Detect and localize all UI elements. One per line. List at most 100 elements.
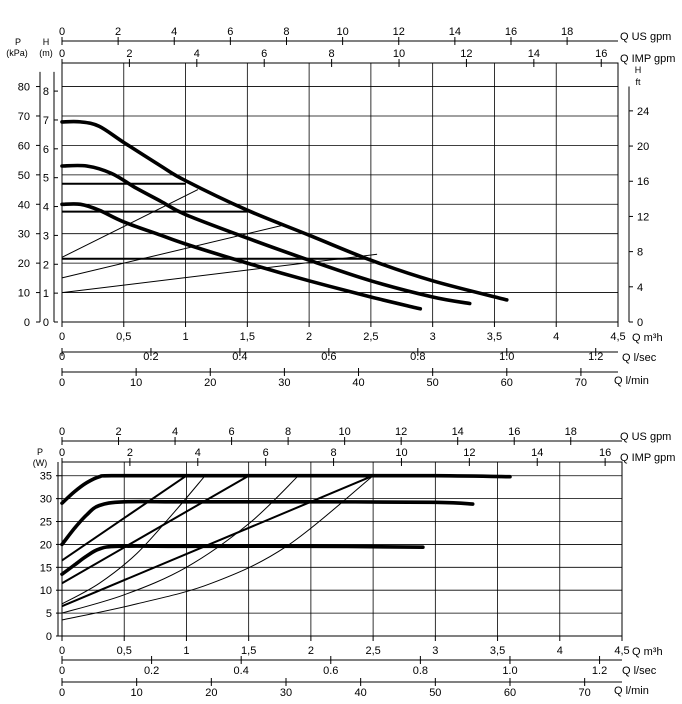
tick-label-q-m3h: 4,5: [610, 331, 625, 343]
axis-label-imp-gpm: Q IMP gpm: [620, 53, 675, 65]
tick-label-h-ft: 12: [637, 211, 649, 223]
tick-label-p-w: 30: [40, 494, 52, 506]
tick-label-q-m3h: 0,5: [117, 645, 132, 657]
tick-label-q-m3h: 2,5: [363, 331, 378, 343]
tick-label-q-m3h: 4: [553, 331, 559, 343]
axis-label-kpa-unit: (kPa): [6, 48, 28, 58]
tick-label-q_usgpm: 12: [393, 26, 405, 38]
tick-label-q-ls: 0.8: [410, 351, 425, 363]
tick-label-q-lmin: 60: [501, 377, 513, 389]
tick-label-q_impgpm: 8: [331, 447, 337, 459]
tick-label-q-ls: 1.0: [502, 665, 517, 677]
tick-label-q-m3h: 1,5: [241, 645, 256, 657]
pump-curve: [60, 119, 509, 302]
tick-label-q_impgpm: 10: [395, 447, 407, 459]
tick-label-q_usgpm: 10: [336, 26, 348, 38]
tick-label-q-lmin: 60: [504, 687, 516, 699]
tick-label-q-ls: 0.2: [144, 665, 159, 677]
tick-label-q-lmin: 10: [130, 377, 142, 389]
tick-label-q-ls: 0: [59, 665, 65, 677]
tick-label-q_usgpm: 6: [229, 426, 235, 438]
tick-label-h-ft: 24: [637, 106, 649, 118]
tick-label-q_usgpm: 14: [452, 426, 464, 438]
tick-label-h-m: 7: [43, 115, 49, 127]
tick-label-h-ft: 20: [637, 141, 649, 153]
tick-label-q_usgpm: 4: [171, 26, 177, 38]
axis-label-q-ls: Q l/sec: [622, 665, 657, 677]
tick-label-q-m3h: 4,5: [614, 645, 629, 657]
tick-label-h-ft: 0: [637, 317, 643, 329]
tick-label-p-kpa: 80: [18, 82, 30, 94]
tick-label-q_usgpm: 10: [339, 426, 351, 438]
tick-label-h-m: 0: [43, 317, 49, 329]
tick-label-q_impgpm: 4: [195, 447, 201, 459]
tick-label-q-m3h: 1: [183, 645, 189, 657]
constant-pressure-line: [61, 474, 250, 585]
axis-label-w-unit: (W): [33, 458, 48, 468]
tick-label-p-w: 10: [40, 585, 52, 597]
tick-label-q_impgpm: 8: [329, 48, 335, 60]
system-curve: [61, 475, 374, 621]
tick-label-q-ls: 0.6: [321, 351, 336, 363]
tick-label-q-ls: 1.2: [592, 665, 607, 677]
axis-label-h-ft: H: [635, 65, 642, 75]
tick-label-q-lmin: 0: [59, 687, 65, 699]
tick-label-p-kpa: 10: [18, 288, 30, 300]
tick-label-p-w: 0: [46, 631, 52, 643]
tick-label-p-kpa: 30: [18, 229, 30, 241]
system-curve: [61, 253, 378, 294]
tick-label-p-w: 5: [46, 608, 52, 620]
tick-label-q-lmin: 50: [427, 377, 439, 389]
tick-label-q-m3h: 3: [432, 645, 438, 657]
axis-label-q-lmin: Q l/min: [614, 685, 649, 697]
tick-label-q_usgpm: 14: [449, 26, 461, 38]
tick-label-q-m3h: 3,5: [487, 331, 502, 343]
tick-label-q-ls: 1.0: [499, 351, 514, 363]
tick-label-q-m3h: 0,5: [116, 331, 131, 343]
axis-label-ft-unit: ft: [635, 77, 641, 87]
tick-label-q_impgpm: 16: [595, 48, 607, 60]
tick-label-h-m: 4: [43, 202, 49, 214]
tick-label-p-kpa: 60: [18, 140, 30, 152]
tick-label-q-m3h: 1,5: [240, 331, 255, 343]
tick-label-p-w: 20: [40, 539, 52, 551]
tick-label-q_usgpm: 4: [172, 426, 178, 438]
tick-label-q_impgpm: 14: [531, 447, 543, 459]
tick-label-q-lmin: 70: [579, 687, 591, 699]
tick-label-q_impgpm: 14: [528, 48, 540, 60]
tick-label-q_usgpm: 12: [395, 426, 407, 438]
tick-label-p-kpa: 40: [18, 199, 30, 211]
tick-label-h-ft: 16: [637, 176, 649, 188]
tick-label-q-ls: 1.2: [588, 351, 603, 363]
system-curve: [61, 224, 285, 279]
tick-label-q-ls: 0.4: [232, 351, 247, 363]
tick-label-p-w: 15: [40, 562, 52, 574]
tick-label-q-lmin: 70: [575, 377, 587, 389]
constant-pressure-line: [61, 474, 187, 562]
pump-curve: [60, 163, 472, 306]
tick-label-q_impgpm: 12: [463, 447, 475, 459]
tick-label-q_usgpm: 8: [285, 426, 291, 438]
tick-label-q_usgpm: 0: [59, 26, 65, 38]
tick-label-q-m3h: 2: [306, 331, 312, 343]
power-curve: [60, 473, 512, 505]
tick-label-h-m: 1: [43, 288, 49, 300]
tick-label-q-lmin: 10: [131, 687, 143, 699]
tick-label-q_impgpm: 2: [127, 447, 133, 459]
tick-label-q-m3h: 2,5: [365, 645, 380, 657]
tick-label-p-kpa: 0: [24, 317, 30, 329]
pump-curve: [60, 202, 423, 311]
axis-label-m-unit: (m): [39, 48, 53, 58]
tick-label-h-m: 8: [43, 86, 49, 98]
tick-label-q-m3h: 0: [59, 331, 65, 343]
tick-label-q-lmin: 20: [205, 687, 217, 699]
tick-label-q_impgpm: 10: [393, 48, 405, 60]
tick-label-q_usgpm: 2: [115, 26, 121, 38]
tick-label-q_usgpm: 16: [508, 426, 520, 438]
axis-label-q-lmin: Q l/min: [614, 375, 649, 387]
tick-label-p-w: 35: [40, 471, 52, 483]
axis-label-us-gpm: Q US gpm: [620, 31, 671, 43]
tick-label-q-lmin: 30: [278, 377, 290, 389]
tick-label-h-m: 3: [43, 230, 49, 242]
